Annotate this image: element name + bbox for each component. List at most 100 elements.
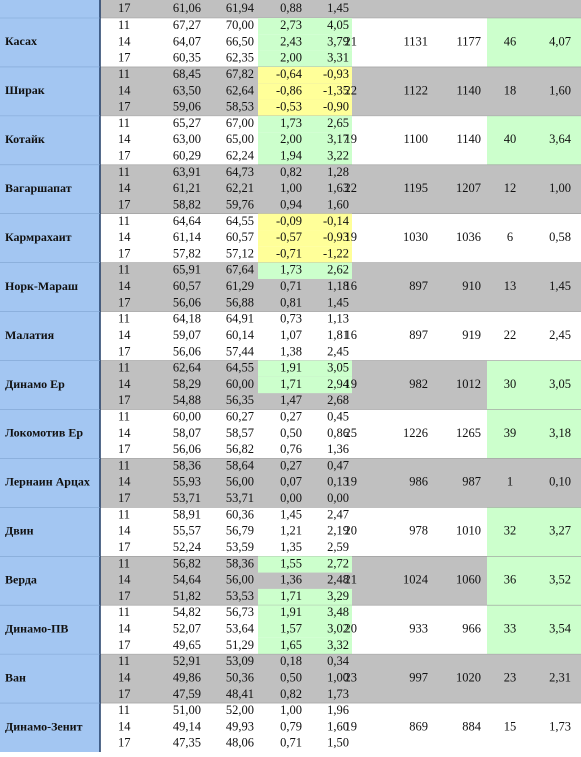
cell: 56,00 bbox=[226, 475, 254, 489]
cell: 1,96 bbox=[327, 703, 349, 717]
stat: 16 bbox=[345, 279, 358, 293]
cell: 1,21 bbox=[280, 524, 302, 538]
cell: 3,79 bbox=[327, 34, 349, 48]
cell-highlight bbox=[258, 148, 352, 165]
stat: 978 bbox=[409, 524, 428, 538]
cell: 2,00 bbox=[280, 132, 302, 146]
age: 17 bbox=[118, 295, 131, 309]
cell: 50,36 bbox=[226, 670, 254, 684]
stat: 3,52 bbox=[549, 573, 571, 587]
cell: 56,82 bbox=[226, 442, 254, 456]
cell: 3,05 bbox=[327, 361, 349, 375]
stat: 986 bbox=[409, 475, 428, 489]
cell: 56,73 bbox=[226, 605, 254, 619]
cell: 61,06 bbox=[173, 1, 201, 15]
age: 14 bbox=[118, 83, 131, 97]
age: 11 bbox=[118, 312, 130, 326]
stat: 3,05 bbox=[549, 377, 571, 391]
stat: 20 bbox=[345, 524, 358, 538]
stat: 1140 bbox=[456, 132, 481, 146]
cell: 60,29 bbox=[173, 149, 201, 163]
cell: 60,00 bbox=[173, 409, 201, 423]
age: 11 bbox=[118, 263, 130, 277]
team-name: Котайк bbox=[5, 132, 45, 146]
cell: -0,64 bbox=[276, 67, 303, 81]
cell: 0,50 bbox=[280, 670, 302, 684]
cell: 64,55 bbox=[226, 361, 254, 375]
cell: 51,00 bbox=[173, 703, 201, 717]
cell: 67,00 bbox=[226, 116, 254, 130]
age: 14 bbox=[118, 573, 131, 587]
cell: 2,43 bbox=[280, 34, 302, 48]
cell: 3,31 bbox=[327, 51, 349, 65]
stat: 1265 bbox=[456, 426, 481, 440]
cell: 0,07 bbox=[280, 475, 302, 489]
cell: 60,57 bbox=[173, 279, 201, 293]
cell: 1,36 bbox=[327, 442, 349, 456]
stat: 3,64 bbox=[549, 132, 572, 146]
stats-highlight bbox=[487, 115, 581, 165]
cell: 1,47 bbox=[280, 393, 302, 407]
stats-highlight bbox=[487, 507, 581, 557]
age: 14 bbox=[118, 279, 131, 293]
stats-highlight bbox=[487, 18, 581, 67]
cell: 60,35 bbox=[173, 51, 201, 65]
age: 11 bbox=[118, 605, 130, 619]
cell: 61,94 bbox=[226, 1, 255, 15]
stat: 966 bbox=[462, 622, 481, 636]
age: 17 bbox=[118, 51, 131, 65]
age: 14 bbox=[118, 670, 131, 684]
cell: 0,82 bbox=[280, 687, 302, 701]
team-name: Динамо-ПВ bbox=[5, 621, 68, 635]
cell: 3,02 bbox=[327, 622, 349, 636]
age: 17 bbox=[118, 1, 131, 15]
cell: 49,86 bbox=[173, 670, 201, 684]
stat: 1024 bbox=[403, 573, 429, 587]
cell-highlight bbox=[258, 213, 352, 231]
stat: 1140 bbox=[456, 83, 481, 97]
age: 11 bbox=[118, 409, 130, 423]
cell: 1,00 bbox=[327, 670, 349, 684]
cell: 65,91 bbox=[173, 263, 201, 277]
cell: 1,36 bbox=[280, 573, 302, 587]
cell: 0,18 bbox=[280, 654, 302, 668]
cell-highlight bbox=[258, 18, 352, 35]
cell: 55,93 bbox=[173, 475, 201, 489]
cell: 2,65 bbox=[327, 116, 349, 130]
team-name: Малатия bbox=[5, 328, 55, 342]
cell: 3,17 bbox=[327, 132, 349, 146]
cell: 1,07 bbox=[280, 328, 302, 342]
age: 11 bbox=[118, 507, 130, 521]
age: 11 bbox=[118, 165, 130, 179]
cell-highlight bbox=[258, 360, 352, 377]
cell: 0,86 bbox=[327, 426, 349, 440]
stat: 1122 bbox=[403, 83, 428, 97]
stat: 3,54 bbox=[549, 622, 572, 636]
cell: 3,22 bbox=[327, 149, 349, 163]
cell: 2,62 bbox=[327, 263, 349, 277]
cell: 1,35 bbox=[280, 540, 302, 554]
cell: 53,71 bbox=[226, 491, 254, 505]
cell: 70,00 bbox=[226, 18, 254, 32]
cell: 61,21 bbox=[173, 181, 201, 195]
cell: 49,65 bbox=[173, 638, 201, 652]
age: 17 bbox=[118, 344, 131, 358]
team-name: Динамо Ер bbox=[5, 377, 65, 391]
cell: 1,18 bbox=[327, 279, 349, 293]
cell: 62,21 bbox=[226, 181, 254, 195]
cell: 62,24 bbox=[226, 149, 255, 163]
stat: 40 bbox=[504, 132, 517, 146]
cell: -0,93 bbox=[323, 230, 349, 244]
stat: 25 bbox=[345, 426, 358, 440]
cell: 1,45 bbox=[280, 507, 302, 521]
stat: 933 bbox=[409, 622, 428, 636]
cell: 3,48 bbox=[327, 605, 349, 619]
cell: 47,59 bbox=[173, 687, 201, 701]
cell: 59,06 bbox=[173, 100, 201, 114]
cell: 58,64 bbox=[226, 458, 255, 472]
cell-highlight bbox=[258, 50, 352, 67]
age: 17 bbox=[118, 540, 131, 554]
cell: 1,60 bbox=[327, 197, 349, 211]
age: 11 bbox=[118, 556, 130, 570]
cell: 0,50 bbox=[280, 426, 302, 440]
